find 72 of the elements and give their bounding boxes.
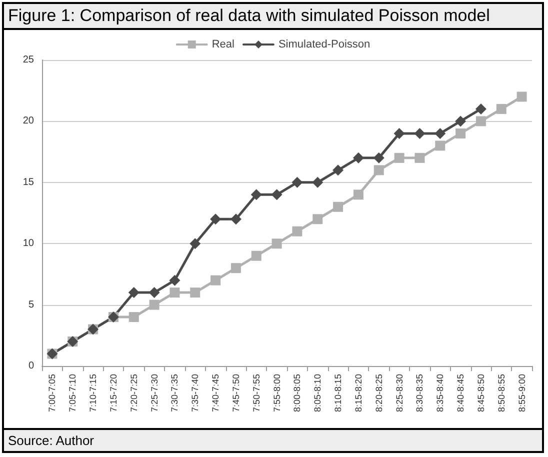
- x-tick-label: 7:40-7:45: [210, 374, 221, 412]
- legend-label: Simulated-Poisson: [278, 38, 370, 50]
- point: [210, 275, 221, 286]
- x-tick-label: 7:55-8:00: [272, 374, 282, 412]
- point: [128, 287, 140, 298]
- point: [332, 164, 344, 176]
- y-tick-label: 15: [22, 176, 34, 188]
- point: [496, 104, 506, 114]
- point: [312, 214, 323, 224]
- point: [128, 312, 139, 322]
- point: [516, 92, 527, 102]
- point: [373, 152, 384, 164]
- chart-title: Figure 1: Comparison of real data with simulated Poisson model: [4, 4, 542, 30]
- x-tick-label: 7:20-7:25: [128, 374, 139, 412]
- legend-label: Real: [212, 38, 234, 50]
- point: [435, 140, 446, 151]
- point: [394, 128, 405, 139]
- x-tick-label: 7:05-7:10: [68, 374, 78, 412]
- point: [292, 176, 303, 188]
- point: [190, 238, 201, 250]
- x-tick-label: 7:30-7:35: [170, 374, 180, 412]
- x-tick-label: 7:25-7:30: [149, 374, 160, 412]
- point: [250, 189, 262, 200]
- x-tick-label: 7:35-7:40: [190, 374, 200, 412]
- point: [456, 128, 466, 138]
- point: [210, 214, 222, 225]
- point: [149, 300, 160, 310]
- point: [230, 214, 242, 225]
- x-tick-label: 7:45-7:50: [230, 374, 241, 412]
- point: [170, 288, 180, 298]
- point: [292, 226, 302, 236]
- point: [414, 152, 425, 163]
- x-tick-label: 7:10-7:15: [88, 374, 98, 412]
- source-note: Source: Author: [4, 428, 542, 451]
- x-tick-label: 8:00-8:05: [292, 374, 302, 412]
- y-tick-label: 5: [28, 299, 34, 310]
- point: [353, 190, 364, 200]
- point: [352, 152, 364, 164]
- point: [271, 189, 282, 200]
- x-tick-label: 7:50-7:55: [251, 374, 262, 412]
- point: [476, 116, 486, 126]
- x-tick-label: 8:25-8:30: [394, 374, 404, 412]
- x-tick-label: 8:15-8:20: [353, 374, 364, 412]
- point: [475, 103, 486, 114]
- x-tick-label: 8:10-8:15: [333, 374, 344, 412]
- x-tick-label: 8:35-8:40: [435, 374, 446, 412]
- y-tick-label: 20: [22, 116, 34, 127]
- y-tick-label: 25: [22, 54, 34, 66]
- point: [148, 287, 160, 298]
- x-tick-label: 7:15-7:20: [108, 374, 118, 412]
- x-tick-label: 8:20-8:25: [374, 374, 384, 412]
- point: [272, 238, 282, 249]
- point: [333, 202, 344, 212]
- point: [394, 152, 404, 163]
- x-tick-label: 8:30-8:35: [414, 374, 425, 412]
- point: [374, 165, 384, 176]
- point: [414, 128, 426, 139]
- y-tick-label: 10: [22, 238, 34, 250]
- point: [312, 176, 324, 188]
- x-tick-label: 8:40-8:45: [456, 374, 466, 412]
- x-tick-label: 8:50-8:55: [496, 374, 506, 412]
- y-tick-label: 0: [28, 360, 34, 372]
- point: [190, 288, 200, 298]
- x-tick-label: 7:00-7:05: [47, 374, 58, 412]
- x-tick-label: 8:45-8:50: [476, 374, 486, 412]
- point: [169, 274, 180, 286]
- x-tick-label: 8:05-8:10: [312, 374, 323, 412]
- point: [455, 116, 466, 127]
- point: [251, 250, 262, 261]
- point: [434, 128, 446, 139]
- x-tick-label: 8:55-9:00: [516, 374, 527, 412]
- point: [230, 263, 241, 274]
